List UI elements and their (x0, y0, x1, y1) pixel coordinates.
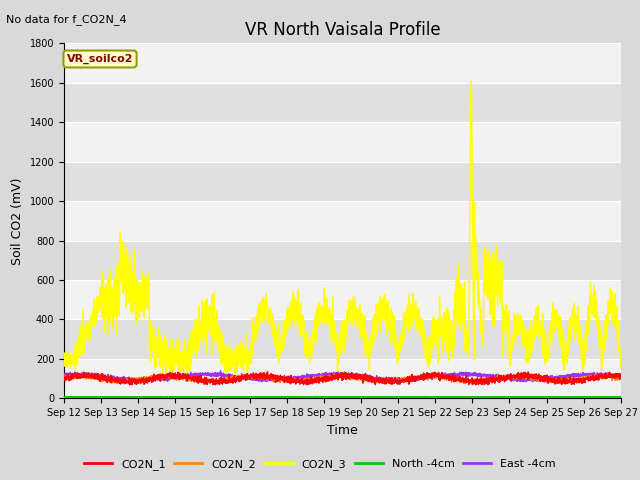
X-axis label: Time: Time (327, 424, 358, 437)
Bar (64, 83, 621, 122)
Title: VR North Vaisala Profile: VR North Vaisala Profile (244, 21, 440, 39)
Text: VR_soilco2: VR_soilco2 (67, 54, 133, 64)
Bar (64, 240, 621, 280)
Y-axis label: Soil CO2 (mV): Soil CO2 (mV) (11, 177, 24, 264)
Bar (64, 320, 621, 359)
Bar (64, 162, 621, 201)
Legend: CO2N_1, CO2N_2, CO2N_3, North -4cm, East -4cm: CO2N_1, CO2N_2, CO2N_3, North -4cm, East… (80, 455, 560, 474)
Text: No data for f_CO2N_4: No data for f_CO2N_4 (6, 14, 127, 25)
